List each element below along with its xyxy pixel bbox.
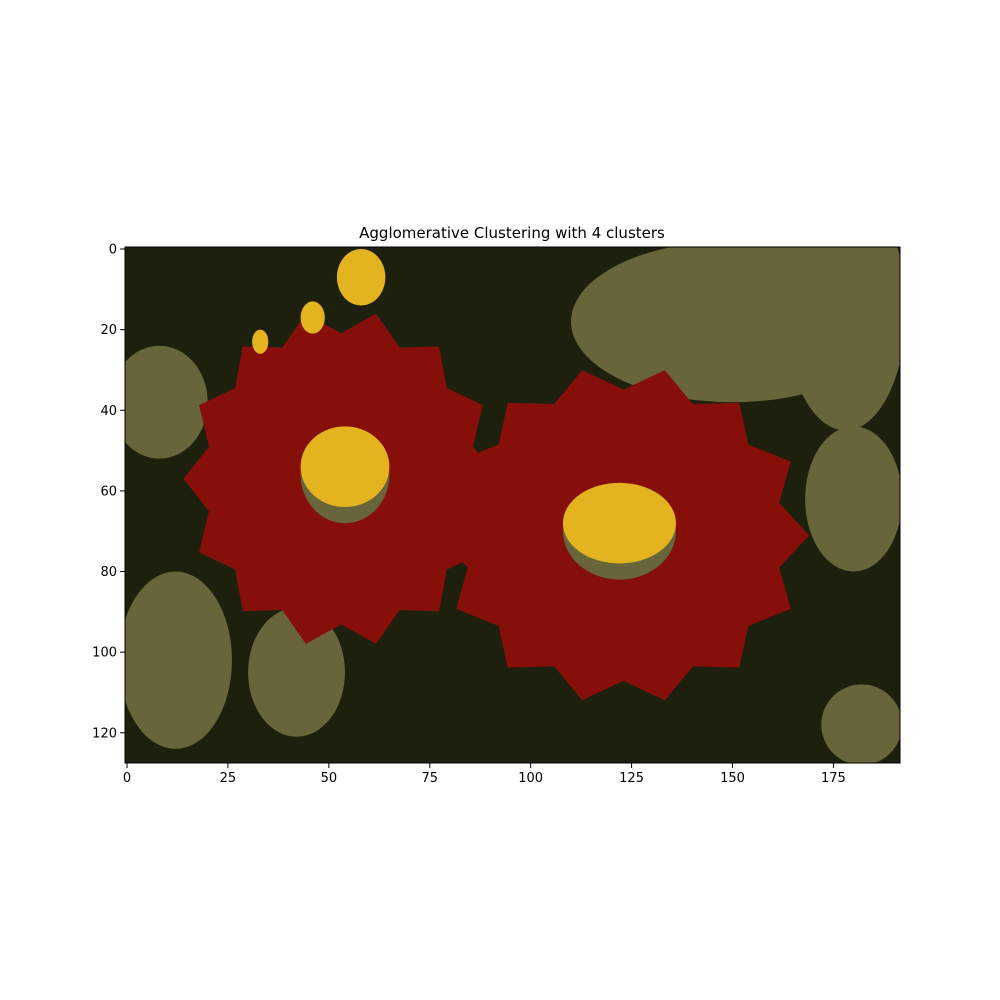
x-tick-label: 75 — [421, 771, 438, 786]
region-left-leaf-lower — [125, 571, 232, 749]
x-tick-label: 150 — [720, 771, 745, 786]
x-tick-label: 25 — [220, 771, 237, 786]
x-tick-label: 100 — [518, 771, 543, 786]
chart-title: Agglomerative Clustering with 4 clusters — [359, 224, 665, 242]
x-tick-label: 50 — [321, 771, 338, 786]
region-right-flower-center — [562, 482, 676, 564]
region-bud-top — [336, 249, 386, 306]
y-tick-label: 40 — [100, 404, 117, 419]
plot-area — [124, 246, 901, 764]
y-tick-label: 80 — [100, 565, 117, 580]
y-tick-label: 60 — [100, 484, 117, 499]
x-tick-label: 175 — [821, 771, 846, 786]
region-bottom-right-foliage — [821, 684, 900, 763]
y-tick-label: 0 — [109, 243, 117, 258]
region-bud-tiny — [252, 329, 269, 354]
axes-frame — [124, 246, 901, 764]
region-bottom-leaf — [248, 607, 345, 737]
x-tick-label: 0 — [123, 771, 131, 786]
region-left-leaf-upper — [125, 345, 208, 459]
region-right-mid-foliage — [805, 426, 900, 572]
x-axis: 0 25 50 75 100 125 150 175 — [123, 763, 846, 786]
x-tick-label: 125 — [619, 771, 644, 786]
y-tick-label: 100 — [92, 646, 117, 661]
y-axis: 0 20 40 60 80 100 120 — [92, 243, 125, 741]
y-tick-label: 20 — [100, 323, 117, 338]
region-right-foliage — [784, 247, 900, 431]
region-bud-small — [300, 301, 325, 334]
region-left-flower-center — [300, 426, 390, 508]
y-tick-label: 120 — [92, 726, 117, 741]
